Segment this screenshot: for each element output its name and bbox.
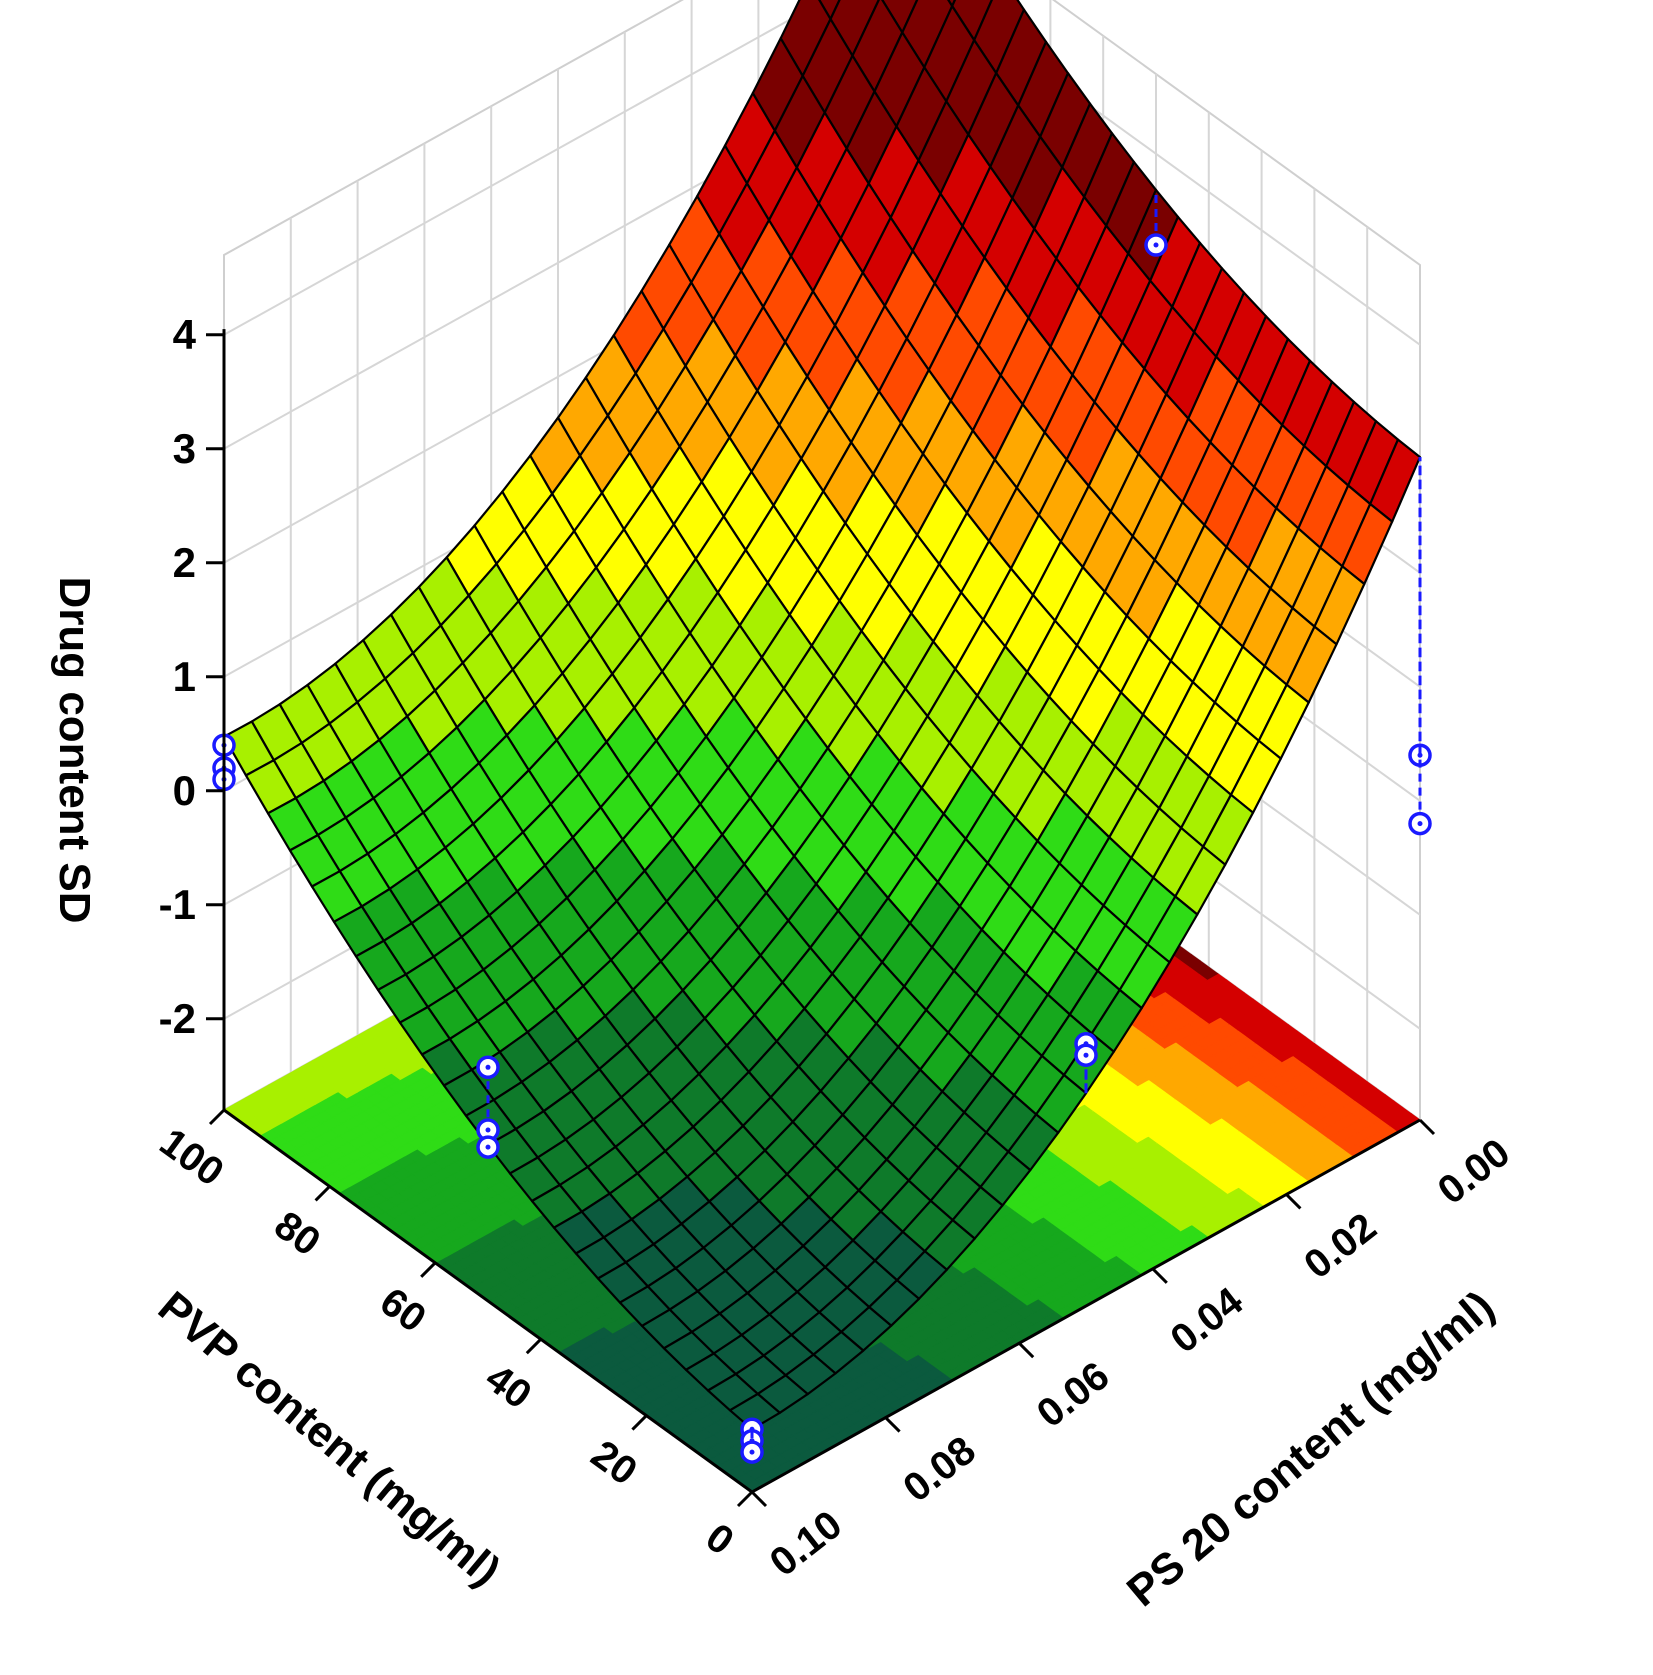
- y-tick: [1018, 1342, 1035, 1359]
- x-tick: [736, 1490, 754, 1508]
- x-axis-line: [223, 1108, 753, 1494]
- observed-point-center: [485, 1144, 491, 1150]
- y-tick: [1418, 1118, 1436, 1136]
- z-tick-label: 1: [173, 653, 196, 700]
- x-tick: [208, 1108, 226, 1126]
- y-tick-label: 0.06: [1029, 1354, 1117, 1437]
- z-axis-title: Drug content SD: [50, 576, 99, 923]
- y-tick: [884, 1416, 901, 1433]
- y-tick: [1151, 1267, 1168, 1284]
- x-tick-label: 80: [266, 1203, 328, 1265]
- z-tick-label: -2: [159, 995, 196, 1042]
- z-tick-label: 3: [173, 425, 196, 472]
- observed-point-center: [1417, 752, 1423, 758]
- x-tick-label: 20: [583, 1432, 645, 1494]
- observed-point-center: [1083, 1052, 1089, 1058]
- x-tick-label: 100: [152, 1120, 232, 1195]
- x-tick-label: 60: [372, 1279, 434, 1341]
- y-tick-label: 0.02: [1296, 1205, 1384, 1288]
- y-tick-label: 0.08: [895, 1428, 983, 1511]
- x-tick: [420, 1261, 437, 1278]
- z-tick-label: 4: [173, 311, 197, 358]
- observed-point-center: [749, 1449, 755, 1455]
- x-tick: [314, 1185, 331, 1202]
- z-tick-label: -1: [159, 881, 196, 928]
- z-tick-label: 2: [173, 539, 196, 586]
- y-tick-label: 0.04: [1163, 1279, 1252, 1362]
- x-tick-label: 40: [478, 1356, 540, 1418]
- observed-point-center: [485, 1127, 491, 1133]
- y-tick: [1285, 1193, 1302, 1210]
- z-tick-label: 0: [173, 767, 196, 814]
- y-tick-label: 0.10: [762, 1502, 850, 1585]
- response-surface: [222, 0, 1422, 1431]
- x-tick: [631, 1414, 648, 1431]
- y-axis-line: [751, 1118, 1421, 1494]
- observed-point-center: [1417, 821, 1423, 827]
- y-tick-label: 0.00: [1430, 1130, 1518, 1213]
- surface-patch: [818, 0, 841, 21]
- observed-point-center: [485, 1064, 491, 1070]
- x-axis-title: PVP content (mg/ml): [149, 1282, 509, 1596]
- x-tick: [525, 1338, 542, 1355]
- x-tick-label: 0: [698, 1515, 742, 1564]
- y-tick: [750, 1490, 768, 1508]
- observed-point-center: [1153, 242, 1159, 248]
- wall-gridline: [223, 0, 1421, 346]
